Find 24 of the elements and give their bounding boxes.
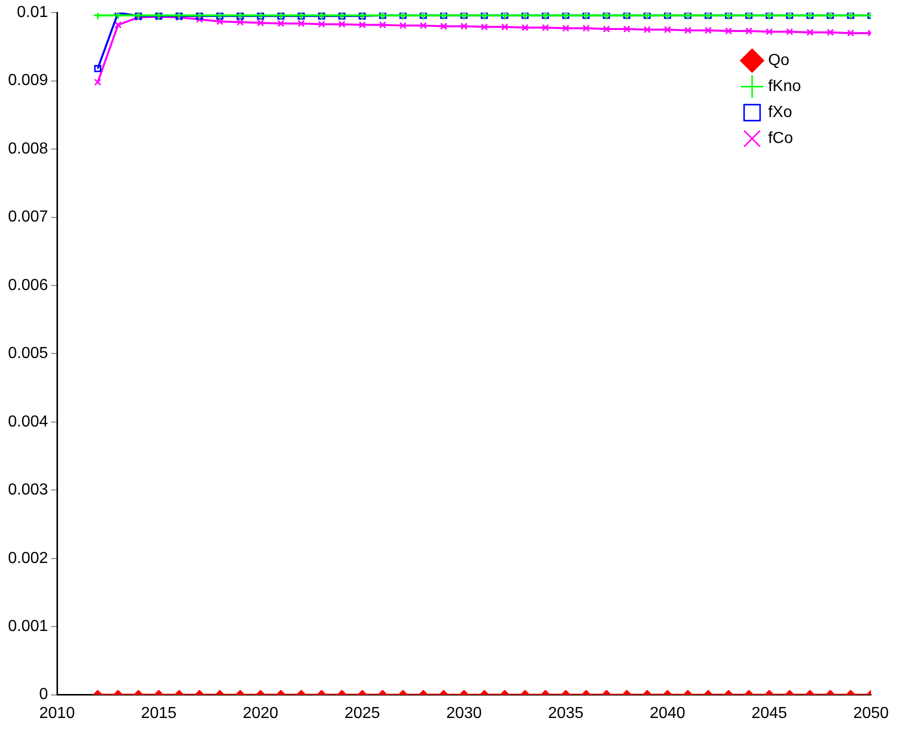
x-tick-label: 2015 [140, 704, 177, 722]
y-tick-label: 0.006 [8, 276, 48, 294]
x-tick-label: 2040 [650, 704, 686, 722]
y-tick-label: 0 [39, 686, 48, 704]
y-tick-label: 0.01 [16, 4, 48, 22]
legend-label: fKno [768, 78, 802, 96]
x-tick-label: 2025 [344, 704, 380, 722]
x-tick-label: 2035 [548, 704, 584, 722]
x-tick-label: 2020 [242, 704, 278, 722]
x-tick-label: 2030 [446, 704, 482, 722]
y-tick-label: 0.004 [8, 413, 48, 430]
x-tick-label: 2045 [751, 704, 788, 722]
legend-label: fXo [768, 104, 792, 122]
y-tick-label: 0.008 [8, 140, 48, 158]
y-tick-label: 0.003 [8, 482, 48, 499]
y-tick-label: 0.007 [8, 208, 48, 226]
x-tick-label: 2010 [39, 704, 75, 722]
y-tick-label: 0.002 [8, 550, 48, 567]
y-tick-label: 0.005 [8, 345, 48, 362]
legend-label: Qo [768, 52, 790, 70]
y-tick-label: 0.001 [8, 618, 48, 635]
y-tick-label: 0.009 [8, 72, 48, 90]
legend-label: fCo [768, 130, 794, 148]
x-tick-label: 2050 [853, 704, 889, 722]
